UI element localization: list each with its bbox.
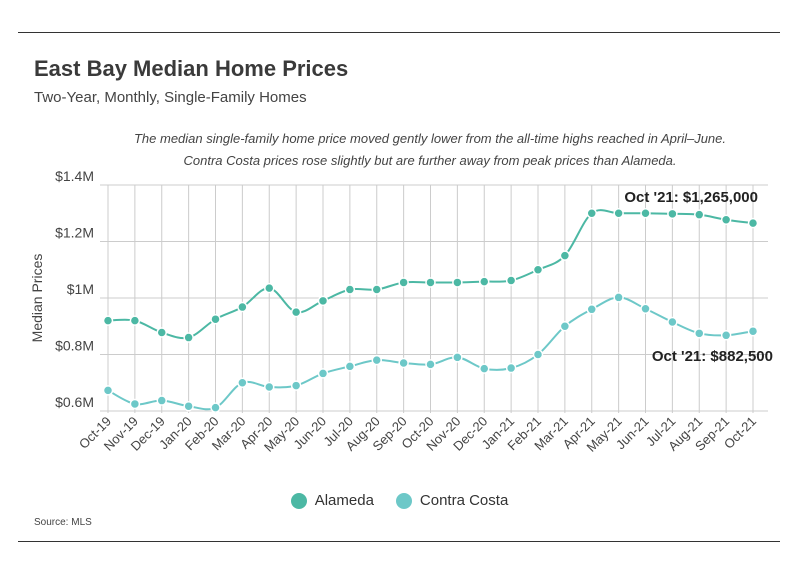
data-point-alameda [694,209,705,220]
data-point-alameda [640,208,651,219]
chart-note: The median single-family home price move… [120,128,740,172]
data-point-contra-costa [102,385,114,396]
data-point-alameda [720,214,732,225]
data-point-alameda [747,217,759,229]
data-point-contra-costa [344,361,356,372]
y-tick-label: $1.2M [55,225,94,241]
data-point-alameda [559,250,571,261]
data-point-alameda [479,276,490,287]
data-point-contra-costa [317,368,329,379]
data-point-alameda [667,208,678,220]
data-point-alameda [452,277,463,288]
data-point-contra-costa [452,352,463,363]
chart-legend: Alameda Contra Costa [0,492,799,509]
data-point-contra-costa [398,357,409,369]
legend-item-alameda[interactable]: Alameda [290,492,374,509]
source-note: Source: MLS [34,517,92,528]
legend-item-contra-costa[interactable]: Contra Costa [395,492,509,509]
data-point-contra-costa [720,330,732,341]
chart-subtitle: Two-Year, Monthly, Single-Family Homes [34,89,307,106]
data-point-alameda [290,306,302,318]
y-axis-label: Median Prices [29,254,45,343]
data-point-alameda [210,313,221,325]
data-point-contra-costa [264,381,275,393]
data-point-contra-costa [237,377,248,388]
data-point-contra-costa [667,316,678,328]
note-line-1: The median single-family home price move… [133,131,726,146]
data-point-contra-costa [425,359,436,370]
data-point-alameda [102,315,114,326]
data-point-contra-costa [290,380,302,391]
data-point-alameda [156,327,167,338]
data-point-alameda [371,284,382,295]
y-tick-label: $0.8M [55,338,94,354]
data-point-contra-costa [532,349,544,360]
y-tick-label: $1M [67,281,94,297]
annotation-contra-costa: Oct '21: $882,500 [652,348,773,365]
data-point-contra-costa [156,395,167,406]
chart-title: East Bay Median Home Prices [34,56,349,81]
data-point-contra-costa [613,292,624,303]
data-point-alameda [425,277,436,288]
top-rule [18,32,780,33]
data-point-alameda [586,208,597,219]
data-point-contra-costa [210,402,221,413]
legend-label-alameda: Alameda [314,492,374,509]
data-point-contra-costa [559,321,571,332]
y-tick-label: $0.6M [55,394,94,410]
data-point-alameda [237,301,248,313]
data-point-contra-costa [129,398,141,410]
legend-swatch-alameda [290,492,307,509]
legend-label-contra-costa: Contra Costa [419,492,509,509]
data-point-alameda [613,208,624,219]
data-point-contra-costa [694,328,705,339]
data-point-contra-costa [747,325,759,337]
annotation-alameda: Oct '21: $1,265,000 [624,189,758,206]
data-point-contra-costa [505,362,517,374]
data-point-alameda [129,315,141,326]
data-point-alameda [344,284,356,295]
data-point-contra-costa [183,400,194,412]
data-point-contra-costa [371,354,382,366]
bottom-rule [18,541,780,542]
data-point-contra-costa [479,363,490,374]
data-point-alameda [505,275,517,286]
data-point-alameda [398,277,409,288]
data-point-alameda [317,295,329,307]
data-point-alameda [264,282,275,294]
data-point-alameda [183,332,194,343]
legend-swatch-contra-costa [395,492,412,509]
y-tick-label: $1.4M [55,168,94,184]
data-point-contra-costa [586,304,597,315]
note-line-2: Contra Costa prices rose slightly but ar… [183,153,677,168]
data-point-alameda [532,264,544,275]
data-point-contra-costa [640,303,651,314]
